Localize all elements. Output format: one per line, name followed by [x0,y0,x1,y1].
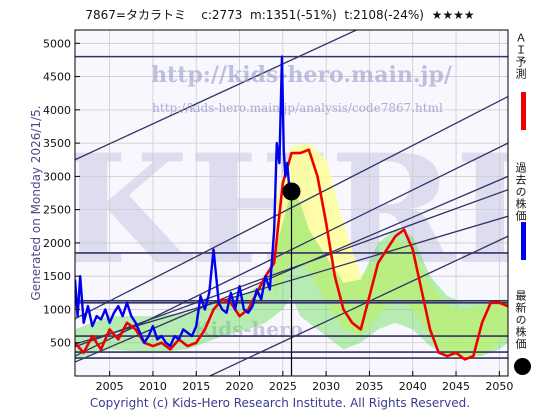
current-price: c:2773 [201,8,243,22]
x-tick-label: 2050 [485,380,513,393]
legend-past-swatch [521,222,526,260]
x-tick-label: 2045 [442,380,470,393]
target-price: t:2108(-24%) [344,8,424,22]
x-tick-label: 2040 [399,380,427,393]
y-tick-label: 500 [50,337,71,350]
x-tick-label: 2005 [96,380,124,393]
legend-past-label: 過去の株価 [514,162,527,222]
chart-header: 7867=タカラトミ c:2773 m:1351(-51%) t:2108(-2… [0,6,560,23]
x-tick-label: 2020 [226,380,254,393]
trend-line [208,235,508,376]
y-tick-label: 3500 [43,137,71,150]
plot-area: KHRIKids-herohttp://kids-hero.main.jp/ht… [75,30,508,376]
x-tick-label: 2035 [355,380,383,393]
watermark-url-analysis: http://kids-hero.main.jp/analysis/code78… [152,101,443,115]
legend-latest-dot [514,358,531,375]
y-tick-label: 1500 [43,270,71,283]
legend-ai-label: ＡＩ予測 [514,32,527,80]
plot-frame [74,29,509,377]
watermark-url: http://kids-hero.main.jp/ [151,62,453,88]
x-tick-label: 2030 [312,380,340,393]
watermark-logo-sub: Kids-hero [193,317,303,341]
y-tick-label: 2500 [43,204,71,217]
legend-ai-swatch [521,92,526,130]
x-tick-label: 2025 [269,380,297,393]
generated-date: Generated on Monday 2026/1/5. [29,105,43,301]
y-tick-label: 2000 [43,237,71,250]
x-tick-label: 2015 [182,380,210,393]
legend-latest-label: 最新の株価 [514,290,527,350]
ai-forecast-line [75,148,508,361]
min-price: m:1351(-51%) [250,8,337,22]
rating-stars: ★★★★ [431,8,475,22]
latest-point-marker [282,182,301,201]
stock-code-name: 7867=タカラトミ [85,8,186,22]
trend-line [75,30,359,161]
y-tick-label: 4000 [43,104,71,117]
y-tick-label: 4500 [43,71,71,84]
y-tick-label: 1000 [43,303,71,316]
past-price-line [75,55,292,348]
copyright-footer: Copyright (c) Kids-Hero Research Institu… [89,396,471,410]
x-tick-label: 2010 [139,380,167,393]
y-tick-label: 5000 [43,37,71,50]
y-tick-label: 3000 [43,170,71,183]
